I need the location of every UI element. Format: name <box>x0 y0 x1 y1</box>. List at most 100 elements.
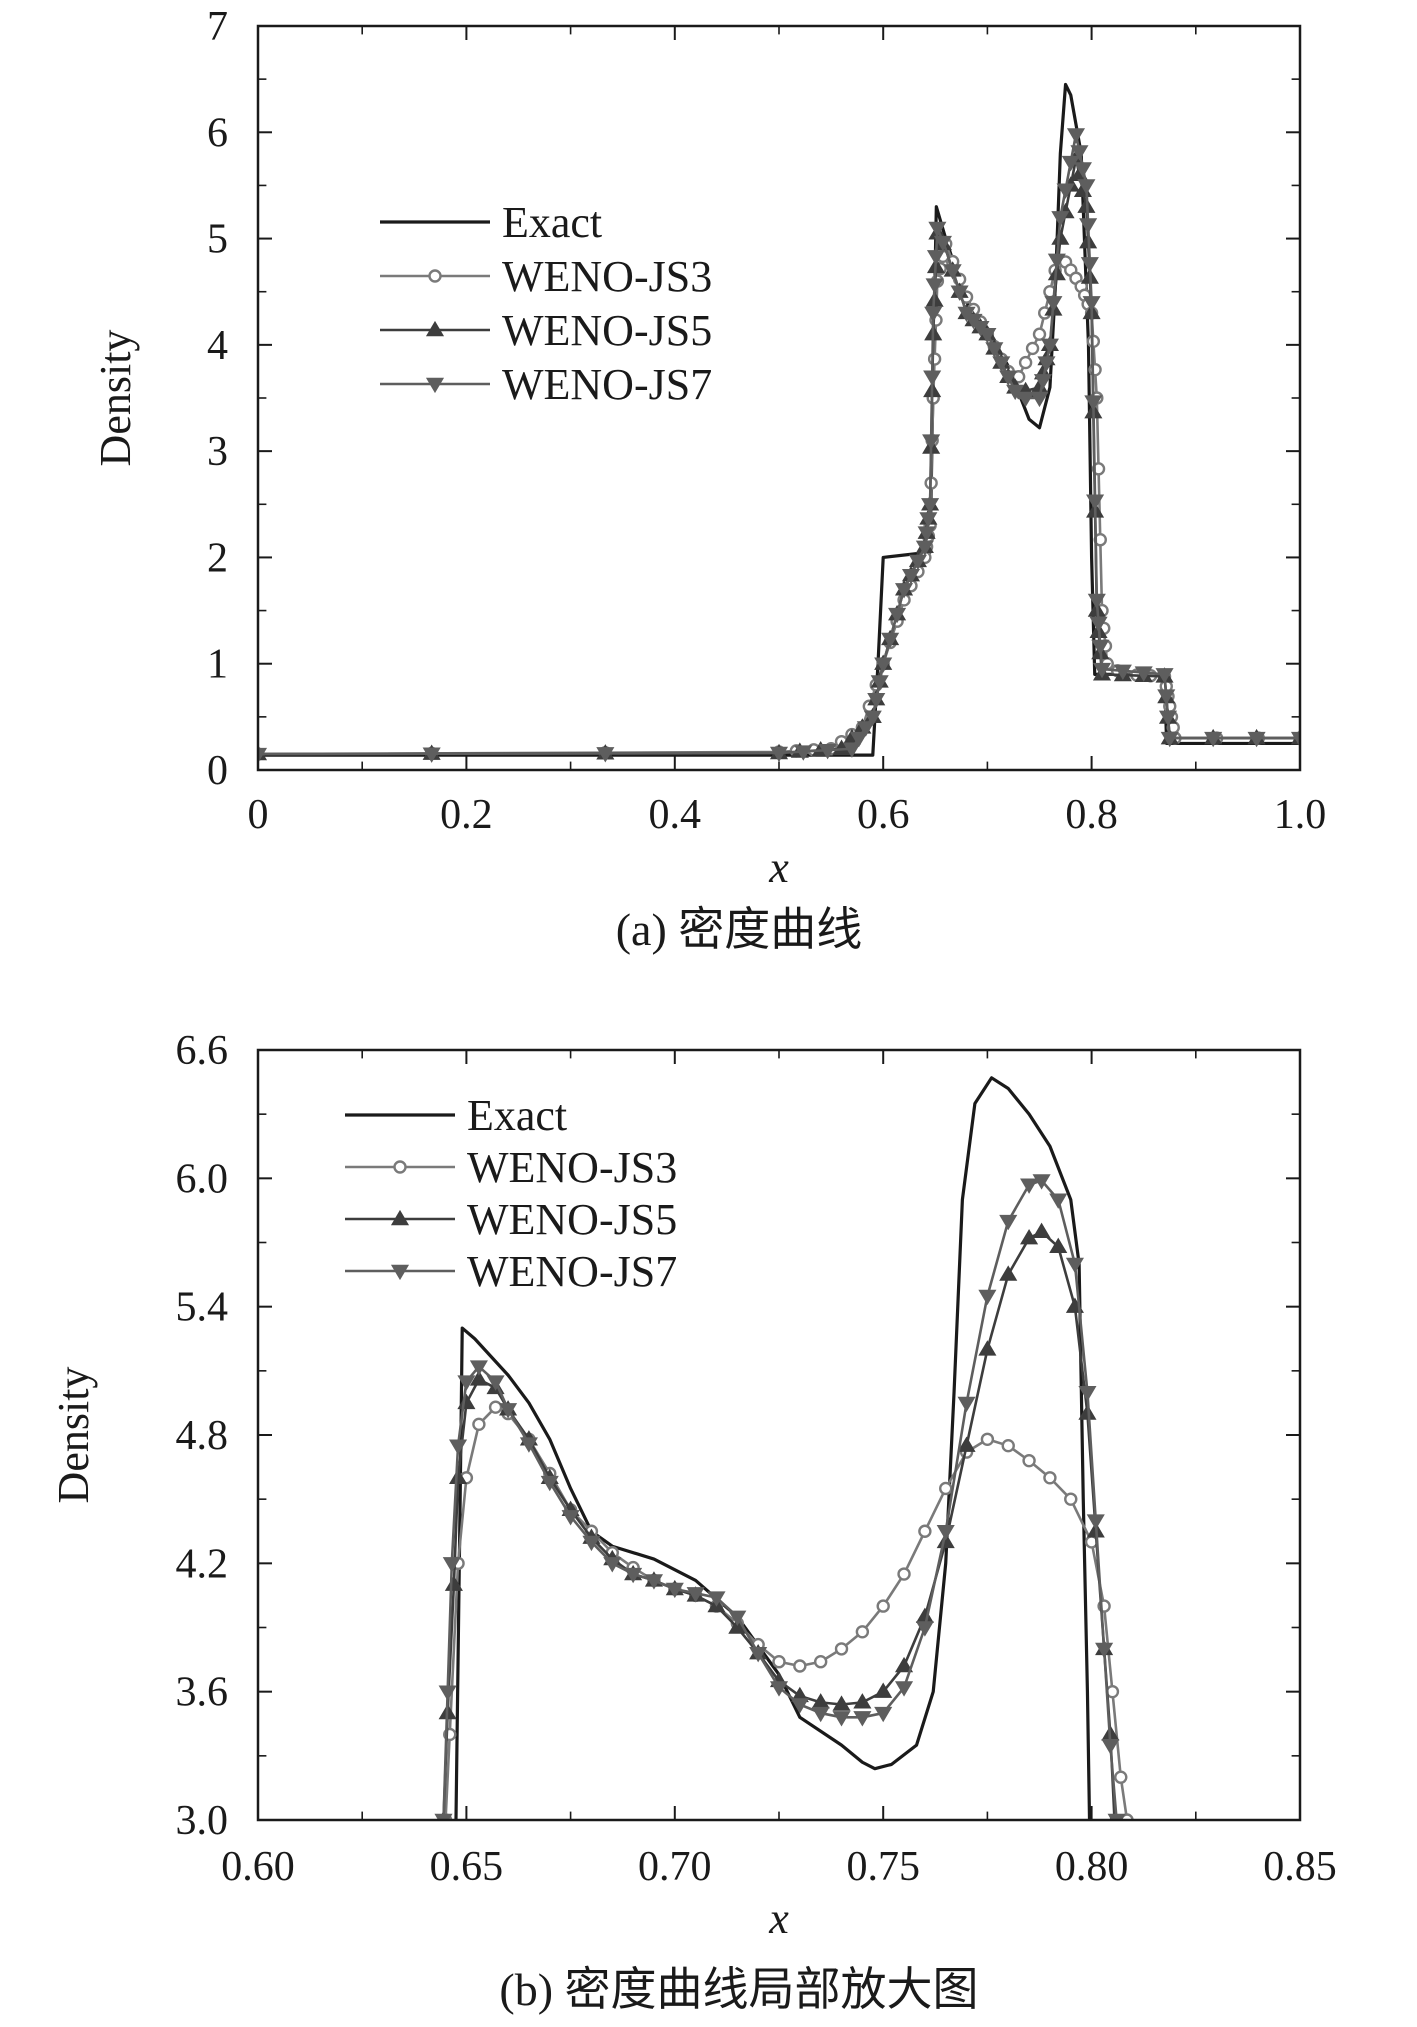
y-tick-label: 3 <box>207 429 228 475</box>
weno-js5-marker <box>999 1265 1018 1281</box>
weno-js7-marker <box>665 1582 684 1599</box>
weno-js7-marker <box>624 1567 643 1584</box>
weno-js7-marker <box>1065 1257 1084 1274</box>
legend-weno-js5-marker <box>390 1209 410 1226</box>
weno-js7-marker <box>1160 731 1179 748</box>
weno-js7-marker <box>1032 1174 1051 1190</box>
weno-js7-marker <box>849 731 868 748</box>
legend-weno-js3-marker <box>428 269 442 283</box>
weno-js7-marker <box>811 1706 830 1723</box>
chart-panel-a: 0 0.2 0.4 0.6 0.8 1.0 0 1 2 3 4 5 6 7 x Density Exact WEN… <box>91 4 1326 955</box>
y-tick-label: 3.6 <box>176 1670 229 1716</box>
weno-js7-marker <box>596 747 615 763</box>
chart-panel-b: 0.60 0.65 0.70 0.75 0.80 0.85 3.0 3.6 4.2 4.8 5.4 6… <box>49 1028 1337 2015</box>
y-tick-label: 1 <box>207 642 228 688</box>
weno-js3-marker <box>1022 1453 1036 1468</box>
weno-js7-marker <box>867 692 886 709</box>
weno-js7-marker <box>999 370 1018 386</box>
weno-js3-marker <box>918 1524 932 1538</box>
weno-js3-marker <box>772 1655 786 1669</box>
weno-js7-marker <box>922 434 941 450</box>
y-tick-label: 2 <box>207 535 228 581</box>
y-tick-label: 6 <box>207 110 228 156</box>
y-tick-label: 4 <box>207 323 228 369</box>
series-weno-js7 <box>434 1174 1126 1820</box>
weno-js5-marker <box>957 1436 976 1452</box>
series-layer <box>258 82 1300 764</box>
weno-js7-marker <box>894 1681 914 1697</box>
weno-js7-marker <box>790 1698 809 1714</box>
series-layer <box>434 1076 1134 1820</box>
weno-js3-marker <box>980 1432 995 1446</box>
weno-js7-marker <box>1077 179 1096 195</box>
weno-js7-marker <box>686 1587 705 1603</box>
weno-js3-marker <box>939 1481 953 1496</box>
y-tick-label: 6.6 <box>176 1028 229 1074</box>
weno-js7-marker <box>985 342 1004 358</box>
weno-js7-marker <box>950 285 969 301</box>
weno-js5-marker <box>874 1682 893 1698</box>
weno-js7-marker <box>1082 296 1101 312</box>
weno-js3-marker <box>813 1655 828 1669</box>
weno-js7-marker <box>1070 145 1089 161</box>
weno-js7-marker <box>1047 253 1066 270</box>
weno-js3-marker <box>834 1642 849 1656</box>
weno-js5-marker <box>449 1468 468 1484</box>
weno-js3-marker <box>793 1659 807 1673</box>
weno-js3-marker <box>1001 1438 1015 1453</box>
weno-js5-marker <box>1078 1404 1097 1420</box>
legend-label-weno-js5: WENO-JS5 <box>467 1195 677 1244</box>
x-tick-label: 0.70 <box>638 1844 712 1890</box>
x-tick-label: 1.0 <box>1274 792 1327 838</box>
weno-js7-marker <box>449 1439 468 1455</box>
weno-js7-marker <box>1087 593 1106 610</box>
weno-js7-marker <box>1089 616 1108 633</box>
weno-js7-marker <box>1073 162 1092 178</box>
weno-js7-marker <box>1101 1738 1120 1755</box>
weno-js7-marker <box>870 675 889 691</box>
y-tick-label: 5 <box>207 217 228 263</box>
y-tick-label: 4.8 <box>176 1413 229 1459</box>
y-tick-label: 0 <box>207 748 228 794</box>
y-tick-label: 5.4 <box>176 1285 229 1331</box>
weno-js7-marker <box>1095 1642 1114 1659</box>
weno-js7-marker <box>1080 257 1099 273</box>
weno-js5-marker <box>1051 229 1070 245</box>
weno-js3-marker <box>855 1625 870 1639</box>
x-tick-label: 0.60 <box>221 1844 295 1890</box>
weno-js7-marker <box>769 746 789 763</box>
weno-js7-marker <box>992 356 1011 372</box>
weno-js7-marker <box>1107 1813 1126 1820</box>
y-axis-label: Density <box>91 330 140 467</box>
weno-js3-marker <box>1088 362 1102 377</box>
y-tick-label: 3.0 <box>176 1798 229 1844</box>
x-tick-label: 0.4 <box>649 792 702 838</box>
weno-js5-marker <box>978 1340 997 1356</box>
weno-js7-marker <box>978 328 997 344</box>
weno-js7-marker <box>818 743 837 760</box>
weno-js5-marker <box>1020 1229 1039 1245</box>
weno-js7-marker <box>888 607 907 624</box>
weno-js7-marker <box>1051 211 1070 227</box>
weno-js5-marker <box>832 1695 851 1711</box>
weno-js7-marker <box>457 1375 476 1391</box>
weno-js7-marker <box>1040 338 1059 355</box>
y-tick-label: 6.0 <box>176 1156 229 1202</box>
legend-label-exact: Exact <box>467 1091 567 1140</box>
weno-js7-marker <box>928 221 947 238</box>
series-weno-js5 <box>438 1222 1120 1820</box>
weno-js7-marker <box>486 1375 505 1391</box>
weno-js7-marker <box>957 1396 976 1413</box>
legend-weno-js3-marker <box>393 1160 407 1174</box>
weno-js5-marker <box>1032 1222 1051 1239</box>
series-line-exact <box>258 82 1300 757</box>
legend-label-weno-js5: WENO-JS5 <box>502 306 712 355</box>
weno-js7-marker <box>258 747 268 764</box>
weno-js7-marker <box>917 526 936 542</box>
x-tick-label: 0.2 <box>440 792 493 838</box>
series-weno-js7 <box>258 128 1300 764</box>
weno-js7-marker <box>842 742 861 758</box>
plot-frame <box>256 1048 1302 1822</box>
